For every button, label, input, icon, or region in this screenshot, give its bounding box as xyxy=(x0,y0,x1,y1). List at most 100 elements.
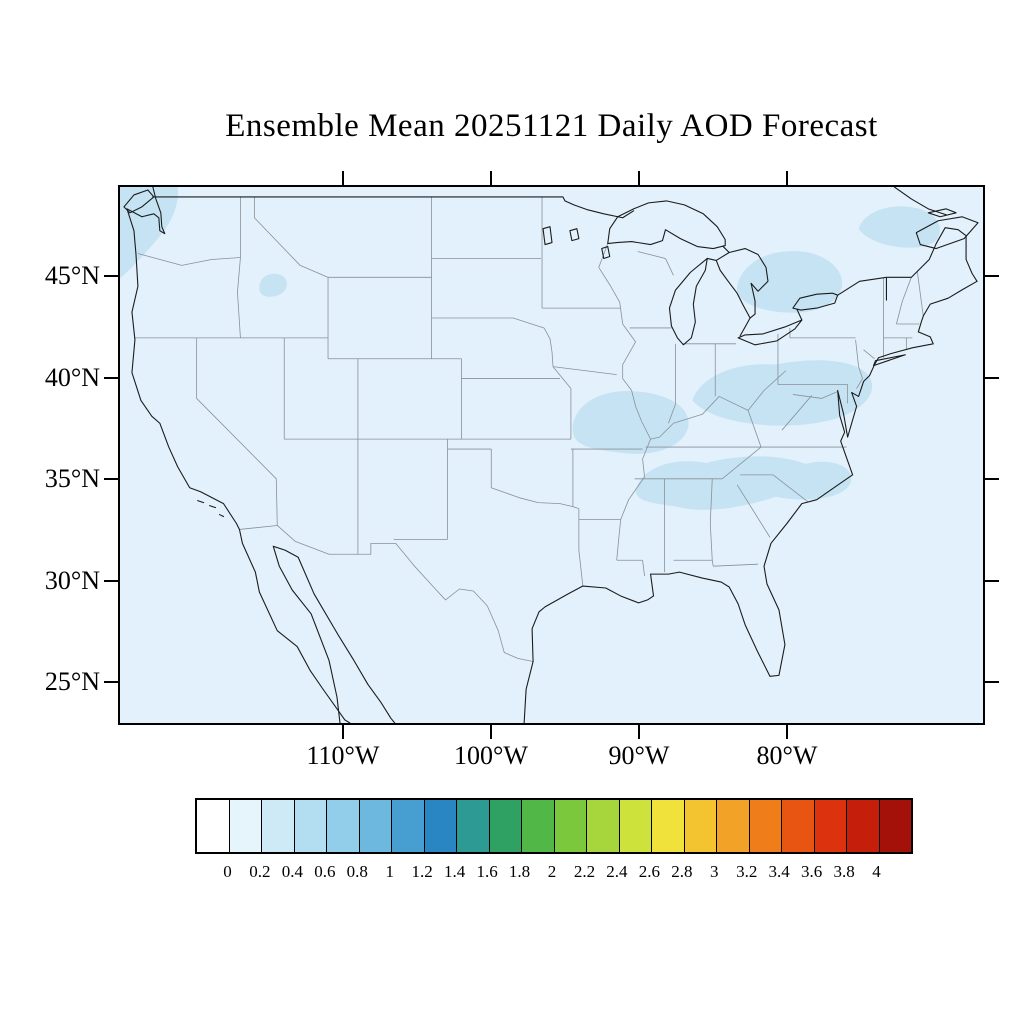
colorbar-tick-label: 0.2 xyxy=(249,862,271,881)
colorbar-cell xyxy=(879,800,911,852)
colorbar-cell xyxy=(619,800,652,852)
colorbar-cell xyxy=(489,800,522,852)
us-map-svg xyxy=(120,187,979,723)
colorbar-cell xyxy=(262,800,295,852)
colorbar-tick-label: 1.6 xyxy=(476,862,498,881)
lat-tick-label: 25°N xyxy=(44,667,100,696)
channel-islands xyxy=(197,500,225,518)
colorbar-cell xyxy=(814,800,847,852)
lat-tick-left xyxy=(104,377,118,379)
lat-tick-left xyxy=(104,478,118,480)
pacific-coastline xyxy=(126,187,351,723)
colorbar-tick-label: 2.8 xyxy=(671,862,693,881)
aod-patch-lake-ontario xyxy=(736,251,843,313)
aod-patch-idaho xyxy=(259,273,287,297)
colorbar-cell xyxy=(652,800,685,852)
gulf-atlantic-coastline xyxy=(523,280,978,723)
canada-border-east-st-lawrence xyxy=(837,227,978,296)
colorbar-cell xyxy=(684,800,717,852)
lat-tick-left xyxy=(104,681,118,683)
aod-patch-kentucky-tennessee xyxy=(635,456,852,510)
aod-patch-maritimes xyxy=(858,206,940,248)
colorbar-tick-label: 2 xyxy=(547,862,557,881)
colorbar-tick-label: 2.6 xyxy=(638,862,660,881)
lat-tick-right xyxy=(985,681,999,683)
st-lawrence-north-shore xyxy=(893,187,947,216)
colorbar-tick-label: 3.6 xyxy=(801,862,823,881)
colorbar-tick-label: 3.4 xyxy=(768,862,790,881)
lat-tick-label: 30°N xyxy=(44,566,100,595)
lon-tick-label: 80°W xyxy=(756,741,818,770)
gulf-of-california-coastline xyxy=(272,545,396,723)
colorbar-tick-label: 0 xyxy=(223,862,232,881)
colorbar-tick-label: 1 xyxy=(385,862,394,881)
colorbar-cell xyxy=(782,800,815,852)
state-border xyxy=(134,196,571,555)
colorbar-tick-label: 4 xyxy=(872,862,881,881)
lon-tick-top xyxy=(638,171,640,185)
colorbar-cell xyxy=(229,800,262,852)
colorbar-cell xyxy=(587,800,620,852)
aod-patch-pacific-northwest xyxy=(120,187,178,279)
colorbar-cell xyxy=(749,800,782,852)
lat-tick-label: 45°N xyxy=(44,261,100,290)
colorbar-tick-label: 0.4 xyxy=(281,862,303,881)
colorbar-tick-label: 0.8 xyxy=(346,862,368,881)
colorbar-tick-label: 3.8 xyxy=(833,862,855,881)
colorbar-cell xyxy=(294,800,327,852)
colorbar-cell xyxy=(847,800,880,852)
prince-edward-island xyxy=(927,208,957,218)
colorbar-cell xyxy=(197,800,230,852)
lake-superior xyxy=(607,200,726,250)
lon-tick-bottom xyxy=(342,725,344,739)
lon-tick-bottom xyxy=(638,725,640,739)
colorbar-cell xyxy=(424,800,457,852)
colorbar-cell xyxy=(457,800,490,852)
lon-tick-top xyxy=(786,171,788,185)
lat-tick-label: 35°N xyxy=(44,464,100,493)
colorbar-tick-label: 2.2 xyxy=(573,862,596,881)
state-border xyxy=(634,271,924,573)
aod-patch-illinois-indiana xyxy=(572,391,689,454)
colorbar-tick-label: 3 xyxy=(710,862,719,881)
colorbar-tick-label: 1.8 xyxy=(508,862,531,881)
lake-erie xyxy=(737,319,803,346)
colorbar-tick-label: 1.4 xyxy=(444,862,466,881)
colorbar-tick-label: 0.6 xyxy=(314,862,336,881)
lon-tick-label: 110°W xyxy=(306,741,380,770)
lon-tick-top xyxy=(342,171,344,185)
lat-tick-right xyxy=(985,275,999,277)
lat-tick-left xyxy=(104,580,118,582)
colorbar-tick-label: 1.2 xyxy=(411,862,433,881)
lon-tick-label: 100°W xyxy=(454,741,528,770)
canada-border-west xyxy=(152,196,635,219)
colorbar-cell xyxy=(359,800,392,852)
colorbar-cell xyxy=(717,800,750,852)
aod-patch-ohio-valley-east xyxy=(692,360,873,426)
state-border xyxy=(598,243,848,577)
lake-huron xyxy=(715,247,769,319)
lat-tick-right xyxy=(985,580,999,582)
aod-patch-layer xyxy=(120,187,940,510)
lake-michigan xyxy=(668,257,708,346)
vancouver-island xyxy=(123,189,155,214)
colorbar-tick-label: 3.2 xyxy=(736,862,758,881)
map-plot-area xyxy=(118,185,985,725)
colorbar-tick-label: 2.4 xyxy=(606,862,628,881)
colorbar-cell xyxy=(554,800,587,852)
lon-tick-top xyxy=(490,171,492,185)
colorbar-cell xyxy=(392,800,425,852)
colorbar-cell xyxy=(522,800,555,852)
chart-title: Ensemble Mean 20251121 Daily AOD Forecas… xyxy=(225,108,878,144)
lon-tick-bottom xyxy=(786,725,788,739)
mexico-border xyxy=(239,525,534,662)
state-border xyxy=(393,196,643,587)
coastline-layer xyxy=(123,187,979,723)
lake-connectors xyxy=(706,246,803,337)
lat-tick-label: 40°N xyxy=(44,363,100,392)
lon-tick-label: 90°W xyxy=(608,741,670,770)
long-island xyxy=(872,354,906,367)
colorbar-cell xyxy=(327,800,360,852)
lat-tick-right xyxy=(985,377,999,379)
